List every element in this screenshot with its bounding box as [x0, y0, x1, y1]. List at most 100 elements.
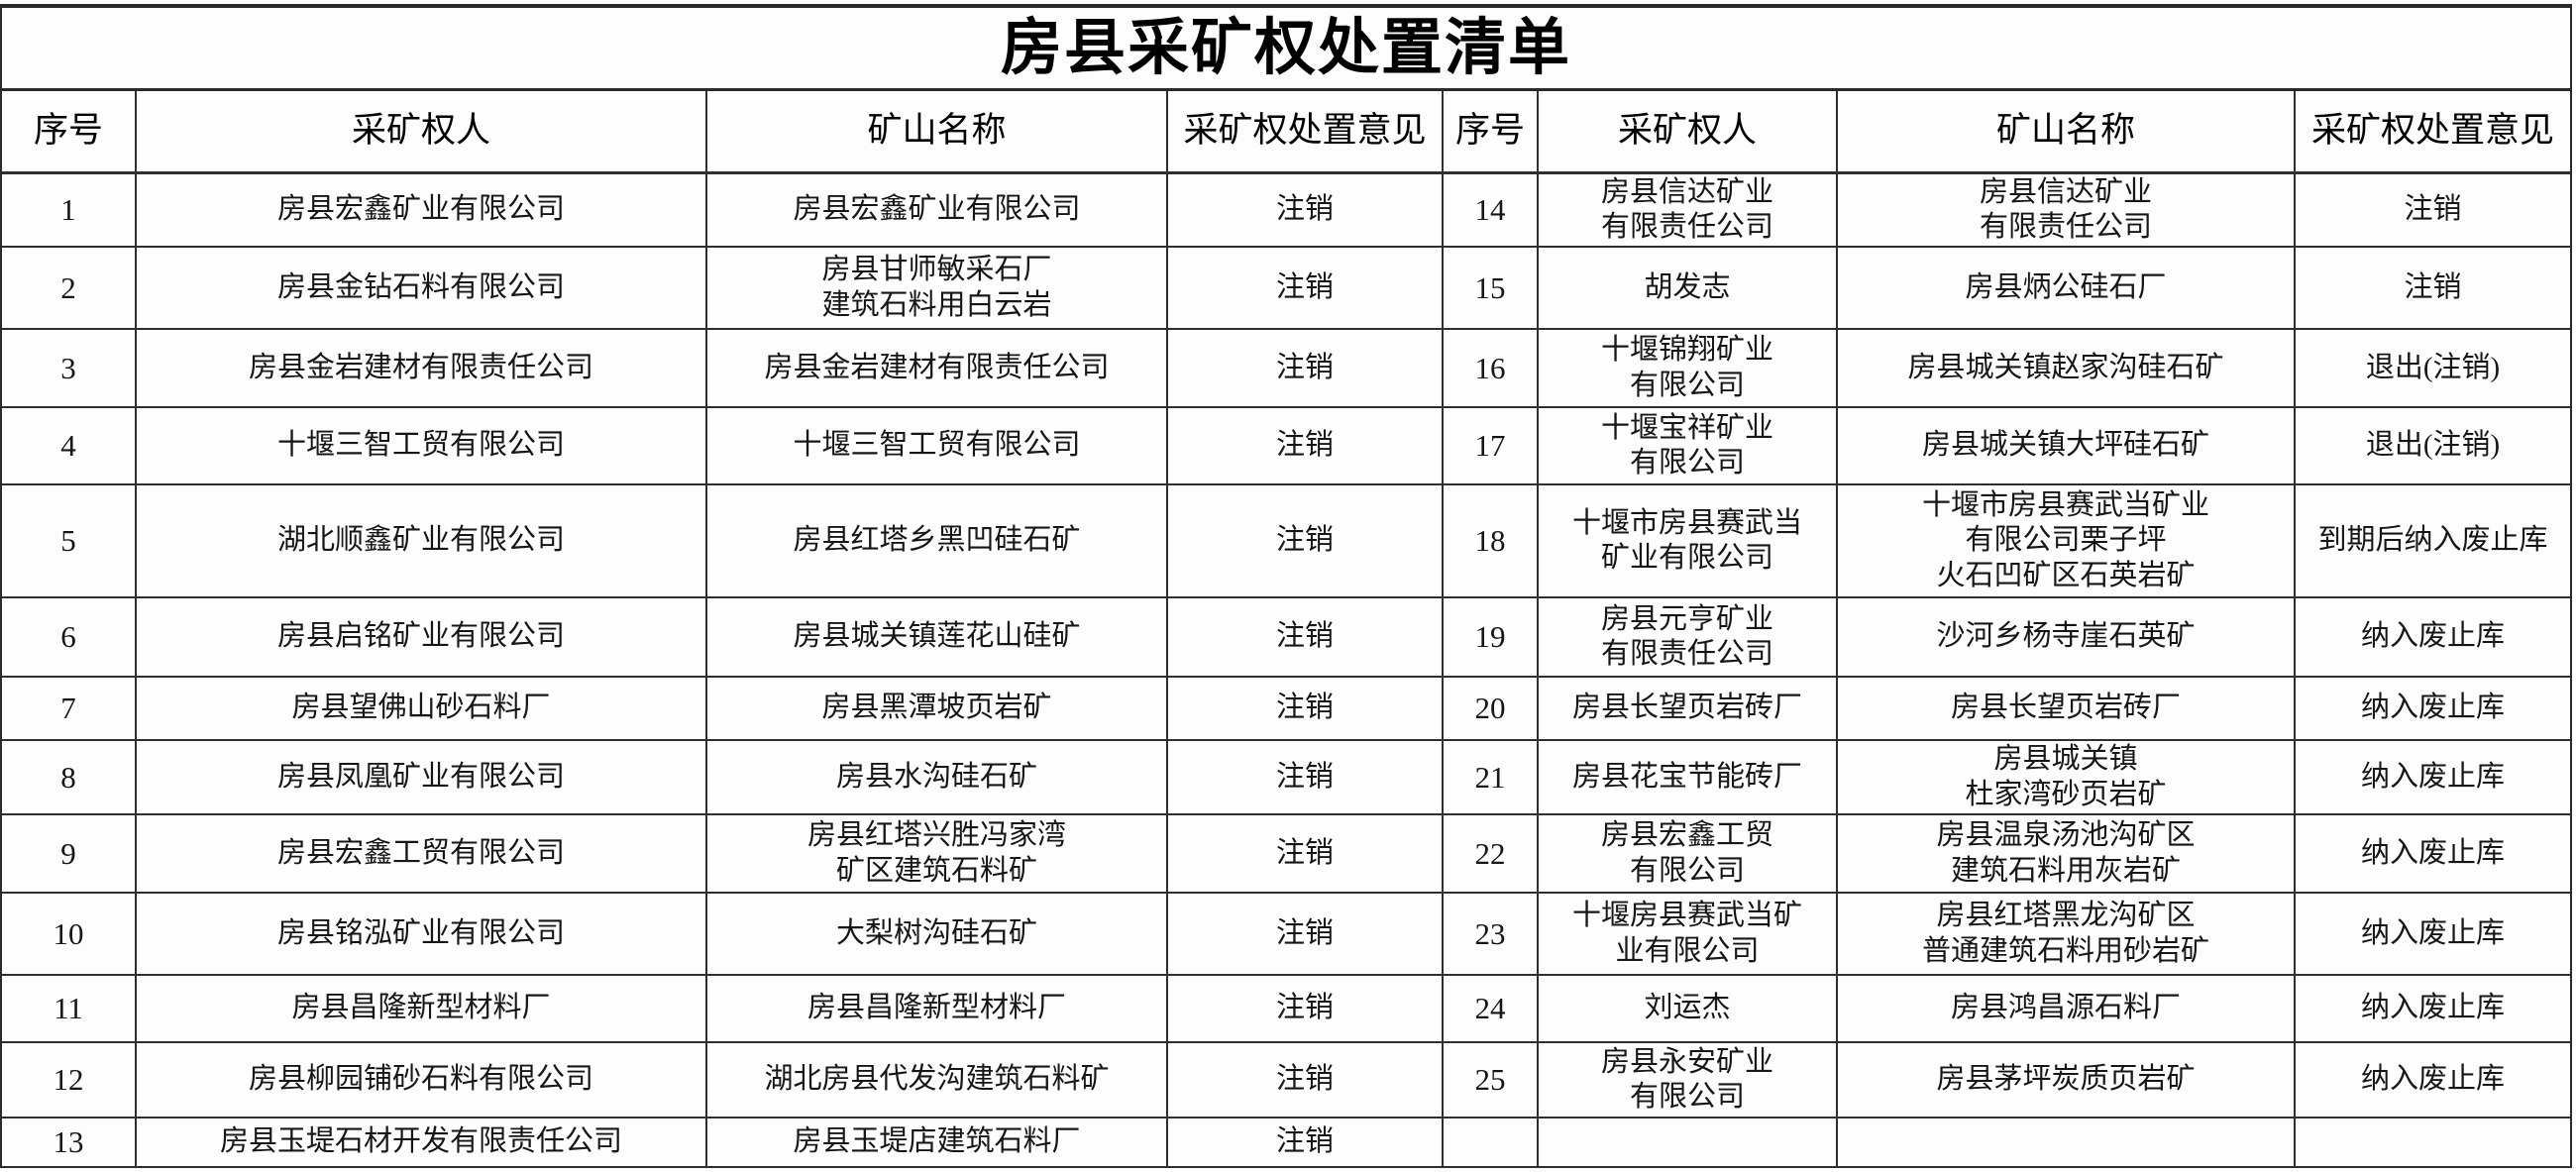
mine-cell: 房县红塔黑龙沟矿区 普通建筑石料用砂岩矿: [1838, 894, 2296, 976]
mine-cell: 沙河乡杨寺崖石英矿: [1838, 598, 2296, 678]
opinion-cell: 注销: [1168, 408, 1444, 485]
row-number-cell: 2: [2, 248, 137, 330]
row-number-cell: 1: [2, 174, 137, 248]
mine-cell: 房县城关镇赵家沟硅石矿: [1838, 330, 2296, 408]
owner-cell: 湖北顺鑫矿业有限公司: [137, 485, 707, 598]
mine-cell: 湖北房县代发沟建筑石料矿: [707, 1043, 1168, 1119]
column-header-mine: 矿山名称: [707, 91, 1168, 174]
mine-cell: 房县红塔兴胜冯家湾 矿区建筑石料矿: [707, 815, 1168, 894]
column-header-no: 序号: [1444, 91, 1539, 174]
owner-cell: 房县永安矿业 有限公司: [1539, 1043, 1838, 1119]
row-number-cell: 19: [1444, 598, 1539, 678]
mine-cell: 房县温泉汤池沟矿区 建筑石料用灰岩矿: [1838, 815, 2296, 894]
disposal-list-table: 房县采矿权处置清单 序号 采矿权人 矿山名称 采矿权处置意见 序号 采矿权人 矿山名称 采矿权…: [0, 4, 2572, 1168]
row-number-cell: 3: [2, 330, 137, 408]
owner-cell: 房县花宝节能砖厂: [1539, 741, 1838, 815]
row-number-cell: 16: [1444, 330, 1539, 408]
column-header-owner: 采矿权人: [137, 91, 707, 174]
mine-cell: 房县长望页岩砖厂: [1838, 678, 2296, 741]
mine-cell: 大梨树沟硅石矿: [707, 894, 1168, 976]
row-number-cell: 8: [2, 741, 137, 815]
owner-cell: 房县望佛山砂石料厂: [137, 678, 707, 741]
opinion-cell: 注销: [1168, 485, 1444, 598]
owner-cell: 胡发志: [1539, 248, 1838, 330]
column-header-mine: 矿山名称: [1838, 91, 2296, 174]
mine-cell: 房县金岩建材有限责任公司: [707, 330, 1168, 408]
opinion-cell: 注销: [2296, 174, 2570, 248]
opinion-cell: 纳入废止库: [2296, 894, 2570, 976]
mine-cell: 房县茅坪炭质页岩矿: [1838, 1043, 2296, 1119]
opinion-cell: 纳入废止库: [2296, 976, 2570, 1043]
mine-cell: 房县城关镇 杜家湾砂页岩矿: [1838, 741, 2296, 815]
row-number-cell: 13: [2, 1119, 137, 1168]
opinion-cell: 纳入废止库: [2296, 598, 2570, 678]
row-number-cell: 7: [2, 678, 137, 741]
opinion-cell: 退出(注销): [2296, 408, 2570, 485]
opinion-cell: 退出(注销): [2296, 330, 2570, 408]
opinion-cell: 纳入废止库: [2296, 815, 2570, 894]
row-number-cell: 12: [2, 1043, 137, 1119]
row-number-cell: 17: [1444, 408, 1539, 485]
owner-cell: 房县金钻石料有限公司: [137, 248, 707, 330]
owner-cell: 刘运杰: [1539, 976, 1838, 1043]
mine-cell: 房县城关镇莲花山硅矿: [707, 598, 1168, 678]
row-number-cell: 22: [1444, 815, 1539, 894]
mine-cell: 房县水沟硅石矿: [707, 741, 1168, 815]
owner-cell: 房县金岩建材有限责任公司: [137, 330, 707, 408]
row-number-cell: 6: [2, 598, 137, 678]
opinion-cell: 注销: [1168, 174, 1444, 248]
opinion-cell: 注销: [1168, 330, 1444, 408]
mine-cell: 房县城关镇大坪硅石矿: [1838, 408, 2296, 485]
column-header-opinion: 采矿权处置意见: [2296, 91, 2570, 174]
row-number-cell: 18: [1444, 485, 1539, 598]
mine-cell: 房县黑潭坡页岩矿: [707, 678, 1168, 741]
owner-cell: 房县玉堤石材开发有限责任公司: [137, 1119, 707, 1168]
opinion-cell: 注销: [1168, 598, 1444, 678]
mine-cell: 房县宏鑫矿业有限公司: [707, 174, 1168, 248]
column-header-no: 序号: [2, 91, 137, 174]
owner-cell: 房县启铭矿业有限公司: [137, 598, 707, 678]
mine-cell: 房县红塔乡黑凹硅石矿: [707, 485, 1168, 598]
row-number-cell: 21: [1444, 741, 1539, 815]
opinion-cell: 注销: [1168, 976, 1444, 1043]
opinion-cell: 注销: [1168, 1043, 1444, 1119]
mine-cell: 房县信达矿业 有限责任公司: [1838, 174, 2296, 248]
opinion-cell: 注销: [1168, 741, 1444, 815]
opinion-cell: 注销: [2296, 248, 2570, 330]
mine-cell: 十堰三智工贸有限公司: [707, 408, 1168, 485]
mine-cell: 房县炳公硅石厂: [1838, 248, 2296, 330]
owner-cell: [1539, 1119, 1838, 1168]
row-number-cell: 5: [2, 485, 137, 598]
opinion-cell: 注销: [1168, 815, 1444, 894]
column-header-opinion: 采矿权处置意见: [1168, 91, 1444, 174]
owner-cell: 房县信达矿业 有限责任公司: [1539, 174, 1838, 248]
owner-cell: 十堰三智工贸有限公司: [137, 408, 707, 485]
title-band: 房县采矿权处置清单: [2, 8, 2570, 91]
owner-cell: 十堰房县赛武当矿 业有限公司: [1539, 894, 1838, 976]
owner-cell: 房县宏鑫工贸有限公司: [137, 815, 707, 894]
row-number-cell: 24: [1444, 976, 1539, 1043]
row-number-cell: 4: [2, 408, 137, 485]
opinion-cell: 注销: [1168, 1119, 1444, 1168]
owner-cell: 十堰市房县赛武当 矿业有限公司: [1539, 485, 1838, 598]
row-number-cell: 14: [1444, 174, 1539, 248]
owner-cell: 房县宏鑫工贸 有限公司: [1539, 815, 1838, 894]
opinion-cell: 纳入废止库: [2296, 741, 2570, 815]
owner-cell: 房县凤凰矿业有限公司: [137, 741, 707, 815]
mine-cell: 房县昌隆新型材料厂: [707, 976, 1168, 1043]
opinion-cell: 到期后纳入废止库: [2296, 485, 2570, 598]
owner-cell: 房县元亨矿业 有限责任公司: [1539, 598, 1838, 678]
row-number-cell: 25: [1444, 1043, 1539, 1119]
mine-cell: 房县玉堤店建筑石料厂: [707, 1119, 1168, 1168]
opinion-cell: 注销: [1168, 678, 1444, 741]
owner-cell: 房县宏鑫矿业有限公司: [137, 174, 707, 248]
table-grid: 序号 采矿权人 矿山名称 采矿权处置意见 序号 采矿权人 矿山名称 采矿权处置意见 1 房县宏鑫矿…: [2, 91, 2570, 1168]
mine-cell: 十堰市房县赛武当矿业 有限公司栗子坪 火石凹矿区石英岩矿: [1838, 485, 2296, 598]
mine-cell: 房县甘师敏采石厂 建筑石料用白云岩: [707, 248, 1168, 330]
column-header-owner: 采矿权人: [1539, 91, 1838, 174]
page-title: 房县采矿权处置清单: [1000, 14, 1571, 82]
row-number-cell: 15: [1444, 248, 1539, 330]
row-number-cell: 9: [2, 815, 137, 894]
owner-cell: 房县柳园铺砂石料有限公司: [137, 1043, 707, 1119]
opinion-cell: 纳入废止库: [2296, 1043, 2570, 1119]
